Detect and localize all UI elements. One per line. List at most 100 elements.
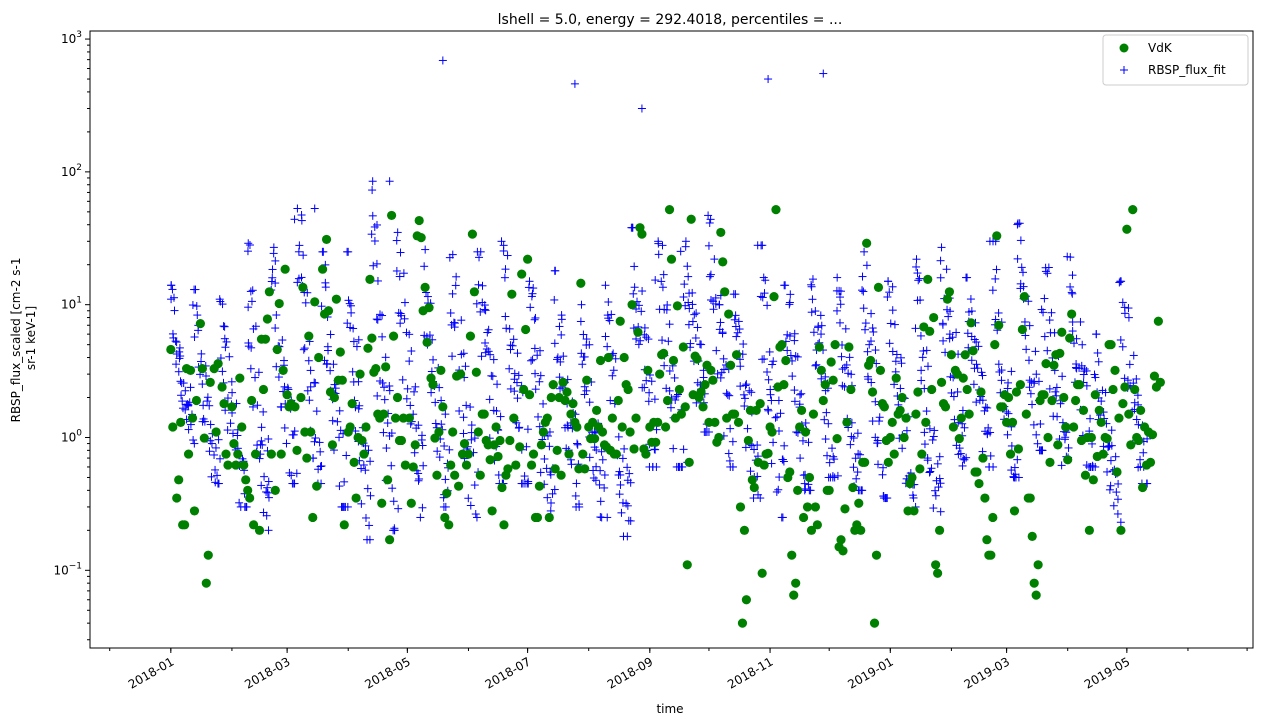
vdk-point — [562, 387, 572, 397]
vdk-point — [962, 384, 972, 395]
rbsp-flux-fit-point — [407, 347, 416, 356]
vdk-point — [1059, 392, 1069, 403]
vdk-point — [787, 550, 797, 560]
vdk-point — [546, 392, 556, 403]
rbsp-flux-fit-point — [1033, 439, 1042, 448]
vdk-point — [201, 578, 211, 588]
rbsp-flux-fit-point — [214, 479, 223, 488]
vdk-point — [552, 445, 562, 455]
vdk-point — [901, 413, 911, 423]
rbsp-flux-fit-point — [366, 457, 375, 466]
rbsp-flux-fit-point — [704, 427, 713, 436]
vdk-point — [731, 350, 742, 360]
rbsp-flux-fit-point — [547, 498, 556, 507]
rbsp-flux-fit-point — [446, 308, 455, 317]
vdk-point — [1108, 384, 1118, 395]
rbsp-flux-fit-point — [949, 392, 958, 401]
vdk-point — [1047, 395, 1057, 406]
vdk-point — [168, 422, 178, 432]
vdk-point — [558, 377, 568, 387]
rbsp-flux-fit-point — [692, 309, 701, 318]
rbsp-flux-fit-point — [293, 204, 302, 213]
vdk-point — [166, 344, 176, 355]
vdk-point — [771, 204, 781, 215]
rbsp-flux-fit-point — [1017, 263, 1026, 272]
vdk-point — [264, 287, 274, 297]
rbsp-flux-fit-point — [969, 380, 978, 389]
vdk-point — [791, 578, 801, 588]
rbsp-flux-fit-point — [1053, 412, 1062, 421]
rbsp-flux-fit-point — [278, 336, 287, 345]
rbsp-flux-fit-point — [380, 383, 389, 392]
rbsp-flux-fit-point — [223, 426, 232, 435]
rbsp-flux-fit-point — [988, 286, 997, 295]
rbsp-flux-fit-point — [306, 382, 315, 391]
rbsp-flux-fit-point — [573, 440, 582, 449]
rbsp-flux-fit-point — [628, 223, 637, 232]
rbsp-flux-fit-point — [539, 399, 548, 408]
vdk-point — [925, 326, 935, 336]
rbsp-flux-fit-point — [233, 431, 242, 440]
vdk-point — [714, 432, 724, 443]
rbsp-flux-fit-point — [699, 373, 708, 382]
rbsp-flux-fit-point — [403, 384, 412, 393]
rbsp-flux-fit-point — [836, 287, 845, 296]
rbsp-flux-fit-point — [1109, 501, 1118, 510]
vdk-point — [879, 402, 889, 412]
rbsp-flux-fit-point — [756, 494, 765, 503]
rbsp-flux-fit-point — [445, 445, 454, 454]
rbsp-flux-fit-point — [867, 309, 876, 318]
vdk-point — [473, 427, 483, 437]
vdk-point — [785, 467, 795, 477]
rbsp-flux-fit-point — [333, 417, 342, 426]
rbsp-flux-fit-point — [966, 295, 975, 304]
vdk-point — [221, 449, 231, 459]
vdk-point — [875, 365, 886, 376]
rbsp-flux-fit-point — [304, 356, 313, 365]
vdk-point — [424, 303, 434, 313]
rbsp-flux-fit-point — [1113, 495, 1122, 504]
y-tick-exponent: 1 — [76, 296, 82, 306]
vdk-point — [1096, 417, 1106, 427]
rbsp-flux-fit-point — [1052, 391, 1061, 400]
rbsp-flux-fit-point — [271, 279, 280, 288]
rbsp-flux-fit-point — [203, 393, 212, 402]
rbsp-flux-fit-point — [174, 367, 183, 376]
rbsp-flux-fit-point — [378, 378, 387, 387]
rbsp-flux-fit-point — [1066, 282, 1075, 291]
rbsp-flux-fit-point — [956, 449, 965, 458]
rbsp-flux-fit-point — [1029, 420, 1038, 429]
rbsp-flux-fit-point — [520, 472, 529, 481]
rbsp-flux-fit-point — [916, 296, 925, 305]
vdk-point — [1013, 444, 1024, 454]
rbsp-flux-fit-point — [963, 273, 972, 282]
rbsp-flux-fit-point — [607, 310, 616, 319]
rbsp-flux-fit-point — [592, 462, 601, 471]
vdk-point — [757, 568, 767, 578]
rbsp-flux-fit-point — [513, 394, 522, 403]
vdk-point — [467, 229, 478, 239]
rbsp-flux-fit-point — [796, 454, 805, 463]
vdk-point — [1086, 432, 1096, 443]
rbsp-flux-fit-point — [526, 303, 535, 312]
rbsp-flux-fit-point — [433, 447, 442, 456]
vdk-point — [436, 365, 446, 376]
vdk-point — [682, 560, 692, 570]
rbsp-flux-fit-point — [936, 507, 945, 516]
vdk-point — [475, 470, 485, 480]
rbsp-flux-fit-point — [978, 371, 987, 380]
rbsp-flux-fit-point — [1091, 373, 1100, 382]
vdk-point — [1094, 405, 1104, 415]
vdk-point — [936, 377, 947, 387]
rbsp-flux-fit-point — [190, 333, 199, 342]
rbsp-flux-fit-point — [349, 324, 358, 333]
rbsp-flux-fit-point — [1022, 345, 1031, 354]
rbsp-flux-fit-point — [376, 310, 385, 319]
vdk-point — [923, 274, 933, 285]
vdk-point — [674, 384, 684, 395]
rbsp-flux-fit-point — [292, 469, 301, 478]
rbsp-flux-fit-point — [499, 241, 508, 250]
rbsp-flux-fit-point — [363, 484, 372, 493]
rbsp-flux-fit-point — [823, 451, 832, 460]
rbsp-flux-fit-point — [658, 336, 667, 345]
